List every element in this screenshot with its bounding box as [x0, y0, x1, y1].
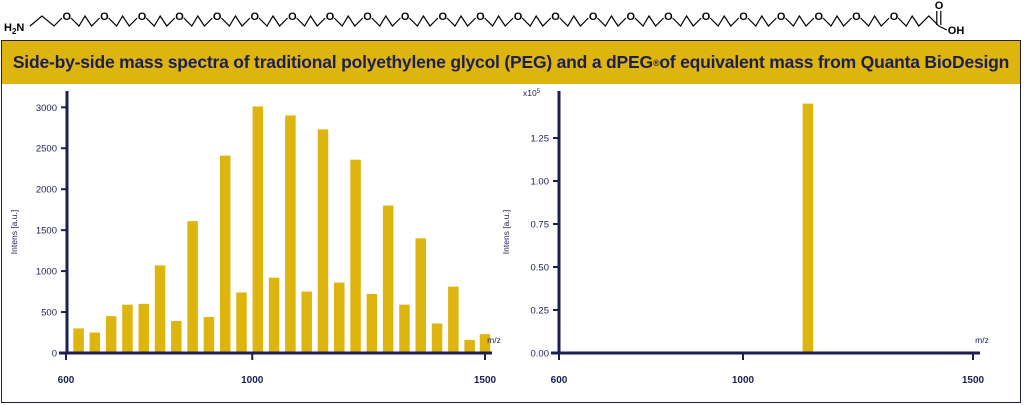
spectrum-bar [464, 339, 475, 353]
x-axis-label: m/z [487, 335, 501, 345]
oxygen-atom-label: O [401, 11, 410, 23]
y-axis-label: Intens [a.u.] [9, 210, 19, 254]
y-tick-label: 1.00 [531, 177, 550, 188]
spectrum-bar [154, 265, 166, 353]
spectrum-chart-1: 0 500 1000 1500 2000 2500 3000 600 1000 1500 m/z In… [9, 91, 501, 386]
spectrum-bar [203, 316, 215, 353]
spectrum-bar [431, 323, 443, 353]
x-tick-label: 600 [58, 375, 75, 386]
banner-title: Side-by-side mass spectra of traditional… [2, 41, 1020, 84]
carbonyl-oxygen-label: O [935, 0, 944, 12]
oxygen-atom-label: O [702, 11, 711, 23]
y-tick-label: 2000 [36, 185, 57, 196]
x-tick-label: 1000 [241, 375, 264, 386]
y-tick-label: 500 [41, 308, 57, 319]
x-axis-label: m/z [975, 335, 989, 345]
y-tick-label: 0.00 [531, 349, 550, 360]
acid-bond [938, 25, 948, 31]
acid-hydroxyl-label: OH [948, 25, 965, 37]
spectra-panel: Side-by-side mass spectra of traditional… [1, 40, 1021, 403]
spectrum-bar [350, 159, 361, 353]
spectrum-bar [285, 115, 296, 353]
y-tick-label: 1.25 [531, 134, 550, 145]
spectrum-bar [448, 286, 459, 353]
spectrum-bar [479, 334, 491, 353]
oxygen-atom-label: O [439, 11, 448, 23]
oxygen-atom-label: O [288, 11, 297, 23]
y-tick-label: 0 [52, 349, 57, 360]
oxygen-atom-label: O [251, 11, 260, 23]
x-tick-label: 1500 [962, 375, 985, 386]
spectrum-bar [105, 316, 117, 353]
x-tick-label: 1000 [732, 375, 755, 386]
spectrum-bar [268, 277, 280, 353]
banner-title-main: Side-by-side mass spectra of traditional… [12, 52, 653, 72]
oxygen-atom-label: O [890, 11, 899, 23]
oxygen-atom-label: O [63, 11, 72, 23]
x-tick-label: 600 [551, 375, 568, 386]
spectrum-bar [122, 304, 133, 353]
oxygen-atom-label: O [815, 11, 824, 23]
spectrum-bar [73, 328, 84, 353]
oxygen-atom-label: O [777, 11, 786, 23]
spectrum-bar [802, 103, 814, 353]
banner-title-registered: ® [652, 57, 660, 68]
spectrum-bar [415, 238, 427, 353]
oxygen-atom-label: O [514, 11, 523, 23]
oxygen-atom-label: O [852, 11, 861, 23]
spectrum-bar [399, 304, 410, 353]
oxygen-atom-label: O [627, 11, 636, 23]
spectrum-bar [317, 129, 329, 353]
oxygen-atom-label: O [326, 11, 335, 23]
peg-chain-bonds [29, 14, 940, 27]
y-axis-label: Intens [a.u.] [501, 210, 511, 254]
spectrum-bar [219, 155, 231, 353]
oxygen-atom-label: O [739, 11, 748, 23]
spectrum-bar [334, 282, 345, 353]
oxygen-atom-label: O [476, 11, 485, 23]
oxygen-atom-label: O [175, 11, 184, 23]
y-tick-label: 3000 [36, 103, 57, 114]
oxygen-atom-label: O [363, 11, 372, 23]
y-tick-label: 2500 [36, 144, 57, 155]
oxygen-atom-label: O [138, 11, 147, 23]
y-tick-label: 0.75 [531, 220, 550, 231]
spectrum-bar [138, 303, 149, 353]
peg-molecule-structure: H2N O O O O O O O O O O O O O O O O O O O O O O O O OH [4, 0, 965, 37]
oxygen-atom-label: O [213, 11, 222, 23]
oxygen-atom-label: O [589, 11, 598, 23]
x-tick-label: 1500 [474, 375, 497, 386]
spectrum-bar [252, 106, 264, 353]
spectrum-chart-2: 0.00 0.25 0.50 0.75 1.00 1.25 600 1000 1500 m/z In… [501, 88, 989, 386]
spectrum-bar [171, 321, 182, 353]
y-tick-label: 1000 [36, 267, 57, 278]
y-tick-label: 0.25 [531, 306, 550, 317]
spectrum-bar [301, 291, 312, 353]
banner-title-tail: of equivalent mass from Quanta BioDesign [659, 52, 1010, 72]
y-tick-label: 0.50 [531, 263, 550, 274]
mass-spectra-charts: 0 500 1000 1500 2000 2500 3000 600 1000 1500 m/z In… [9, 88, 989, 386]
spectrum-bar [187, 221, 198, 353]
y-tick-label: 1500 [36, 226, 57, 237]
y-multiplier-label: x105 [523, 88, 541, 98]
oxygen-atom-label: O [664, 11, 673, 23]
spectrum-bar [382, 205, 394, 353]
spectrum-bar [236, 292, 247, 353]
spectrum-bar [366, 294, 378, 353]
oxygen-atom-label: O [100, 11, 109, 23]
spectrum-bar [89, 332, 101, 353]
oxygen-atom-label: O [551, 11, 560, 23]
amine-label: H2N [4, 22, 24, 36]
